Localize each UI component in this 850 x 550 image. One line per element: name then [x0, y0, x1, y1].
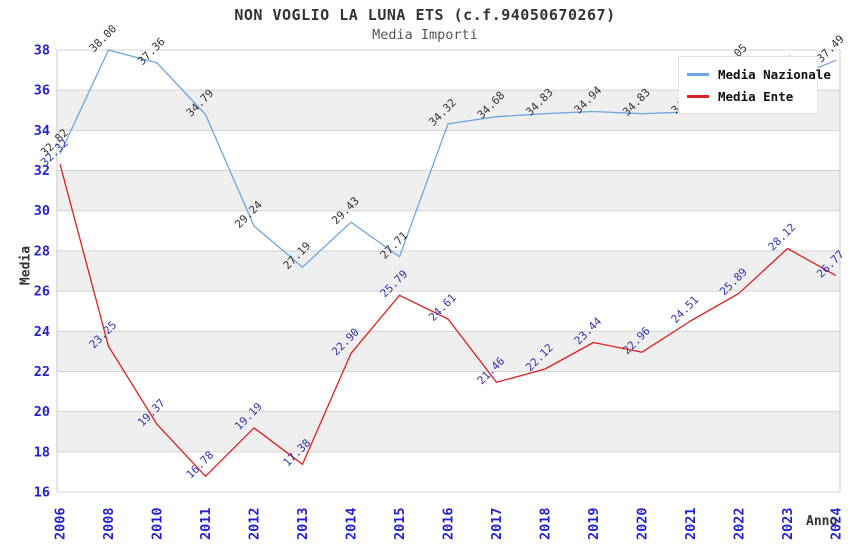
chart-header: NON VOGLIO LA LUNA ETS (c.f.94050670267)…: [0, 6, 850, 43]
chart-title: NON VOGLIO LA LUNA ETS (c.f.94050670267): [234, 6, 616, 24]
y-tick-label: 38: [34, 43, 50, 59]
point-label: 28.12: [766, 221, 799, 254]
x-tick-labels: 2006 2008 2010 2011 2012 2013 2014 2015 2016 2017…: [53, 507, 845, 540]
plot-band: [57, 170, 840, 211]
legend-line-swatch-red: [687, 94, 709, 98]
x-tick-label: 2019: [586, 507, 602, 540]
legend: Media Nazionale Media Ente: [678, 56, 831, 114]
y-tick-label: 16: [34, 485, 50, 501]
series-line-media-ente: [59, 163, 837, 477]
x-tick-label: 2020: [635, 507, 651, 540]
x-tick-label: 2008: [101, 507, 117, 540]
y-tick-label: 18: [34, 444, 50, 460]
y-tick-label: 28: [34, 243, 50, 259]
x-tick-label: 2015: [392, 507, 408, 540]
x-tick-label: 2022: [732, 507, 748, 540]
plot-band: [57, 331, 840, 372]
y-grid: [57, 49, 840, 493]
plot-bands: [57, 90, 840, 452]
plot-border: [56, 50, 841, 492]
point-label: 16.78: [184, 449, 217, 482]
legend-item-media-nazionale: Media Nazionale: [687, 63, 831, 85]
x-axis-label: Anno: [806, 514, 838, 529]
plot-band: [57, 411, 840, 452]
y-tick-label: 32: [34, 163, 50, 179]
point-label: 24.51: [669, 293, 702, 326]
x-tick-label: 2024: [829, 507, 845, 540]
y-tick-label: 22: [34, 364, 50, 380]
x-tick-label: 2012: [247, 507, 263, 540]
x-tick-label: 2023: [780, 507, 796, 540]
y-tick-label: 30: [34, 203, 50, 219]
x-tick-label: 2006: [53, 507, 69, 540]
y-tick-label: 20: [34, 404, 50, 420]
chart-subtitle: Media Importi: [372, 27, 478, 43]
plot-band: [57, 250, 840, 292]
x-tick-label: 2017: [489, 507, 505, 540]
point-label: 24.61: [426, 291, 459, 324]
x-tick-label: 2010: [150, 507, 166, 540]
legend-label: Media Nazionale: [718, 66, 831, 82]
y-tick-labels: 16 18 20 22 24 26 28 30 32 34 36 38: [34, 43, 50, 501]
x-tick-label: 2011: [198, 507, 214, 540]
legend-item-media-ente: Media Ente: [687, 85, 811, 107]
y-axis-label: Media: [18, 245, 34, 286]
y-tick-label: 24: [34, 324, 50, 340]
x-tick-label: 2014: [344, 507, 360, 540]
y-tick-label: 34: [34, 123, 50, 139]
x-tick-label: 2016: [441, 507, 457, 540]
y-tick-label: 26: [34, 284, 50, 300]
legend-line-swatch-blue: [687, 72, 709, 76]
x-tick-label: 2018: [538, 507, 554, 540]
legend-label: Media Ente: [718, 88, 794, 104]
y-tick-label: 36: [34, 83, 50, 99]
x-tick-label: 2013: [295, 507, 311, 540]
x-tick-label: 2021: [683, 507, 699, 540]
